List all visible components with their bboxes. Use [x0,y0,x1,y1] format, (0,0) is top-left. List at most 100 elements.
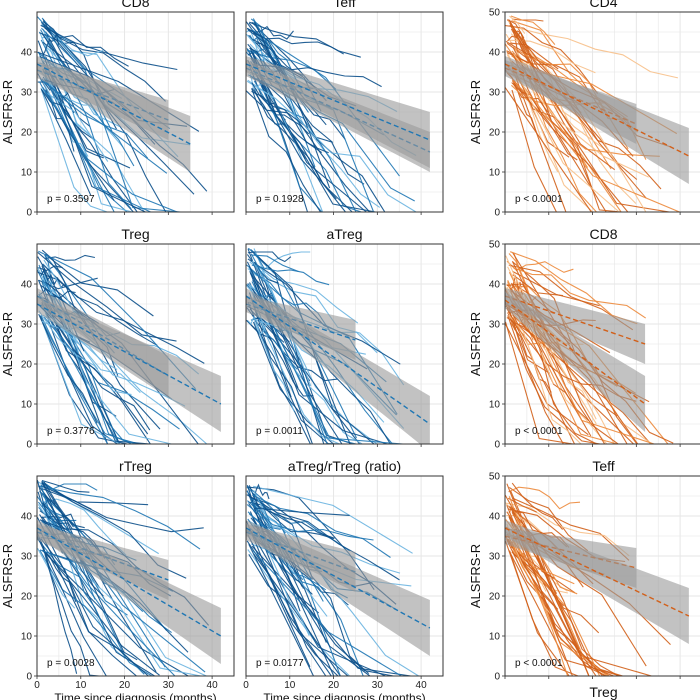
patient-line [511,539,575,585]
y-tick-label: 0 [26,672,32,683]
fit-line [505,299,646,405]
patient-line [40,306,186,407]
patient-line [508,315,596,444]
patient-line [40,87,124,212]
panel-border [504,243,700,445]
y-tick-label: 50 [489,240,501,251]
confidence-ribbon [37,296,221,432]
fit-line [505,63,690,157]
panel-border [245,243,444,445]
y-axis-label: ALSFRS-R [468,80,483,144]
y-tick-label: 10 [489,400,501,411]
patient-line [37,517,149,676]
patient-line [253,485,413,554]
patient-line [42,87,178,212]
patient-line [512,26,662,190]
panel-title: Treg [121,226,149,242]
patient-line [42,498,127,556]
confidence-ribbon [246,288,430,444]
fit-line [505,527,690,617]
x-tick-label: 20 [119,680,131,691]
patient-line [253,490,328,617]
patient-line [512,274,564,297]
fit-line [246,527,431,629]
y-tick-label: 20 [489,592,501,603]
x-tick-label: 0 [34,680,40,691]
patient-line [41,479,90,493]
y-tick-label: 20 [21,360,33,371]
patient-line [506,54,676,212]
patient-line [43,77,91,106]
x-tick-label: 10 [284,680,296,691]
x-tick-label: 40 [207,680,219,691]
fit-line [37,303,222,405]
patient-line [37,40,199,212]
patient-line [37,485,201,550]
confidence-ribbon [505,520,689,644]
confidence-ribbon [37,56,191,172]
patient-line [507,313,552,393]
panel-1: CD8 p = 0.3597 0 10 20 30 40 ALSFRS-R [0,0,235,219]
patient-line [44,75,115,212]
patient-line [250,531,386,676]
patient-line [510,15,556,45]
panel-border [245,11,444,213]
panel-title: Teff [333,0,355,10]
fit-lines [37,288,222,432]
patient-line [247,500,374,541]
y-tick-label: 50 [489,8,501,19]
panel-9: Teff p < 0.0001 0 10 20 30 40 50 ALSFRS-R [468,458,700,683]
panel-border [36,11,235,213]
patient-line [509,15,526,34]
patient-line [37,536,199,676]
p-value: p = 0.0177 [256,658,304,669]
panel-border [245,475,444,677]
y-axis-label: ALSFRS-R [0,544,15,608]
fit-lines [505,520,690,644]
patient-line [254,283,388,444]
y-tick-label: 10 [489,632,501,643]
p-value: p = 0.1928 [256,194,304,205]
patient-line [42,323,167,444]
fit-line [246,295,431,425]
fit-line [505,295,646,345]
patient-line [39,549,197,676]
y-tick-label: 40 [21,512,33,523]
patient-line [511,89,646,212]
patient-line [506,539,627,676]
patient-line [253,69,413,212]
y-tick-label: 0 [26,440,32,451]
patient-line [512,18,544,22]
patient-line [37,548,76,609]
p-value: p = 0.3597 [47,194,95,205]
patient-line [42,263,205,364]
patient-line [249,21,361,58]
y-tick-label: 0 [26,208,32,219]
patient-line [41,78,149,159]
patient-line [40,314,208,444]
x-tick-label: 10 [75,680,87,691]
p-value: p < 0.0001 [515,426,563,437]
patient-line [511,84,660,157]
patient-line [37,251,177,342]
patient-line [41,487,204,533]
patient-line [45,254,96,261]
patient-line [249,272,299,389]
patient-line [511,67,620,212]
patient-line [246,504,281,530]
y-tick-label: 40 [21,280,33,291]
patient-line [246,80,417,212]
patient-line [249,498,327,591]
p-value: p = 0.0028 [47,658,95,669]
patient-line [247,247,265,269]
patient-line [511,66,649,178]
patient-line [253,483,270,500]
panel-3: CD4 p < 0.0001 0 10 20 30 40 50 ALSFRS-R [468,0,700,219]
patient-line [246,50,337,90]
y-tick-label: 0 [494,440,500,451]
patient-line [247,251,292,263]
p-value: p = 0.0011 [256,426,303,437]
patient-line [248,22,386,212]
patient-line [39,530,138,661]
x-tick-label: 40 [416,680,428,691]
